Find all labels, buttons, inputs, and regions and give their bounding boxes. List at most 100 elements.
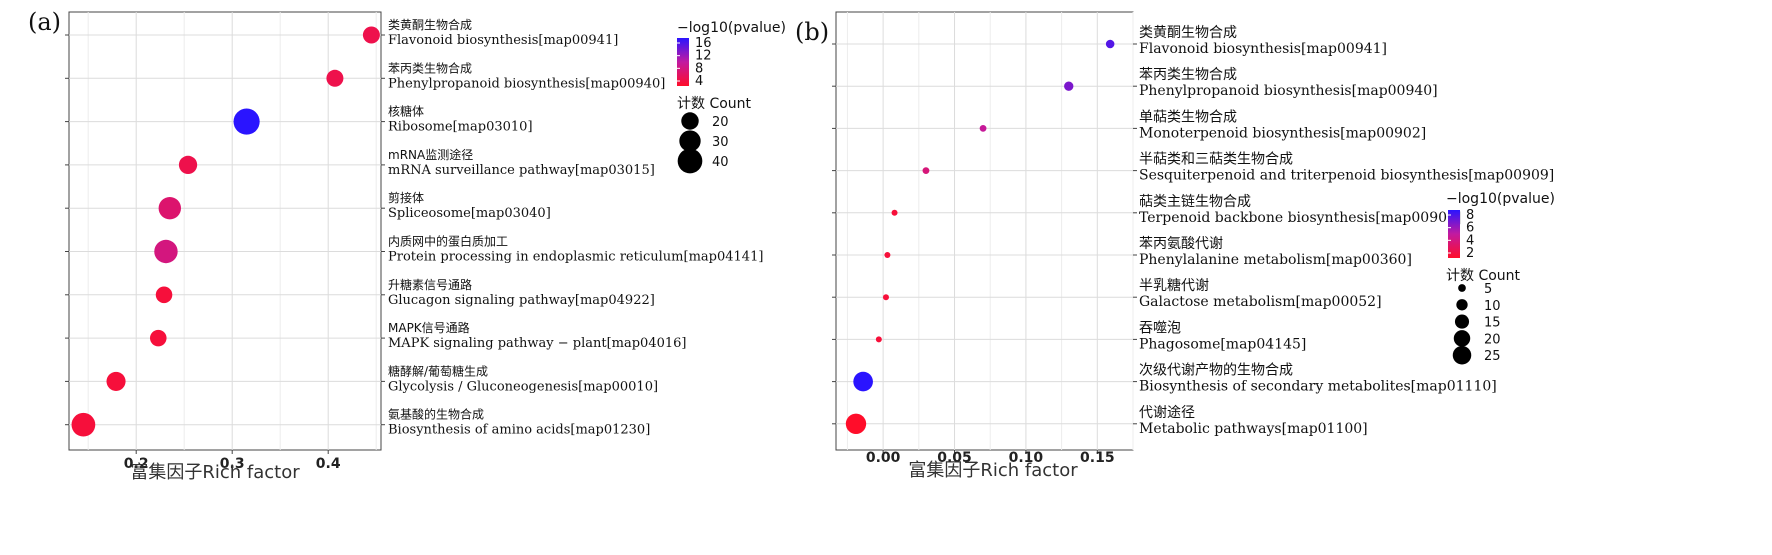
category-label-en: Galactose metabolism[map00052] <box>1139 294 1382 310</box>
panel-a: (a) 0.2 0.3 0.4 富集因子Rich factor 类黄酮生物合成Flavon… <box>28 8 786 483</box>
data-point <box>150 329 167 347</box>
size-legend-dot <box>1458 284 1466 292</box>
size-legend-dot <box>1453 330 1471 347</box>
data-point <box>106 371 126 391</box>
color-legend-tick-label: 4 <box>1466 233 1474 248</box>
x-tick-label: 0.4 <box>316 456 341 472</box>
color-legend-tick-label: 6 <box>1466 221 1474 236</box>
plot-area <box>835 11 1134 451</box>
data-point <box>158 196 182 220</box>
data-point <box>178 155 198 175</box>
size-legend-title: 计数 Count <box>1446 268 1521 284</box>
category-label-en: Glycolysis / Gluconeogenesis[map00010] <box>388 379 658 394</box>
category-label-cn: 类黄酮生物合成 <box>1139 24 1237 41</box>
color-legend-bar <box>1448 210 1460 258</box>
data-point <box>1105 39 1115 49</box>
size-legend-dot <box>681 112 699 130</box>
data-point <box>875 336 882 343</box>
category-label-en: Glucagon signaling pathway[map04922] <box>388 293 655 308</box>
category-label-cn: 单萜类生物合成 <box>1139 109 1237 125</box>
category-label-cn: 半萜类和三萜类生物合成 <box>1139 152 1293 168</box>
data-point <box>155 286 173 304</box>
size-legend-label: 20 <box>1484 332 1501 347</box>
category-label-en: Metabolic pathways[map01100] <box>1139 421 1368 437</box>
data-point <box>362 26 380 44</box>
category-label-cn: 剪接体 <box>388 190 424 205</box>
category-label-cn: 氨基酸的生物合成 <box>388 407 484 422</box>
category-label-cn: 苯丙类生物合成 <box>1139 66 1237 83</box>
data-point <box>891 209 898 216</box>
size-legend-label: 40 <box>712 155 729 170</box>
size-legend-label: 10 <box>1484 299 1501 314</box>
color-legend-tick-label: 8 <box>695 61 703 76</box>
color-legend-tick-label: 12 <box>695 49 712 64</box>
data-point <box>1064 81 1074 91</box>
panel-label: (b) <box>795 18 829 46</box>
size-legend-dot <box>679 130 701 152</box>
data-point <box>845 413 867 434</box>
data-point <box>71 412 96 437</box>
category-label-en: Terpenoid backbone biosynthesis[map00900… <box>1139 210 1461 226</box>
category-label-en: Flavonoid biosynthesis[map00941] <box>1139 41 1387 57</box>
category-label-cn: 半乳糖代谢 <box>1139 278 1209 294</box>
category-label-en: Sesquiterpenoid and triterpenoid biosynt… <box>1139 168 1554 184</box>
category-label-cn: 萜类主链生物合成 <box>1139 194 1251 210</box>
color-legend-tick-label: 8 <box>1466 208 1474 223</box>
category-label-cn: MAPK信号通路 <box>388 320 470 335</box>
category-label-en: mRNA surveillance pathway[map03015] <box>388 163 655 178</box>
category-label-en: Protein processing in endoplasmic reticu… <box>388 250 763 265</box>
data-point <box>154 239 178 264</box>
data-point <box>233 108 260 135</box>
color-legend-title: −log10(pvalue) <box>1446 191 1555 207</box>
color-legend-title: −log10(pvalue) <box>677 20 786 36</box>
size-legend-dot <box>1452 345 1472 365</box>
x-tick-label: 0.05 <box>937 450 972 466</box>
data-point <box>326 69 344 87</box>
color-legend-bar <box>677 38 689 86</box>
category-label-en: Ribosome[map03010] <box>388 120 533 135</box>
data-point <box>979 124 987 132</box>
category-label-en: Phagosome[map04145] <box>1139 336 1306 352</box>
category-label-en: Phenylpropanoid biosynthesis[map00940] <box>1139 83 1438 99</box>
size-legend-label: 30 <box>712 135 729 150</box>
x-tick-label: 0.10 <box>1009 450 1044 466</box>
x-axis-label: 富集因子Rich factor <box>908 460 1078 481</box>
category-label-en: Biosynthesis of amino acids[map01230] <box>388 423 650 438</box>
category-label-en: Biosynthesis of secondary metabolites[ma… <box>1139 379 1497 395</box>
x-tick-label: 0.3 <box>220 456 245 472</box>
category-label-cn: 核糖体 <box>388 104 424 119</box>
category-label-cn: 升糖素信号通路 <box>388 277 472 292</box>
size-legend-label: 5 <box>1484 282 1492 297</box>
size-legend-label: 25 <box>1484 349 1501 364</box>
color-legend-tick-label: 4 <box>695 74 703 89</box>
category-label-en: Phenylalanine metabolism[map00360] <box>1139 252 1412 268</box>
x-tick-label: 0.00 <box>866 450 901 466</box>
category-label-cn: 苯丙氨酸代谢 <box>1139 235 1223 252</box>
x-axis-label: 富集因子Rich factor <box>130 462 300 483</box>
category-label-cn: 内质网中的蛋白质加工 <box>388 234 508 249</box>
data-point <box>884 252 891 258</box>
x-tick-label: 0.2 <box>124 456 149 472</box>
category-label-cn: 糖酵解/葡萄糖生成 <box>388 363 488 378</box>
x-tick-label: 0.15 <box>1080 450 1115 466</box>
color-legend-tick-label: 16 <box>695 36 712 51</box>
category-label-cn: 代谢途径 <box>1139 404 1195 421</box>
category-label-cn: 吞噬泡 <box>1139 320 1181 336</box>
size-legend-dot <box>1454 314 1470 329</box>
category-label-cn: 苯丙类生物合成 <box>388 60 472 75</box>
size-legend-dot <box>1456 299 1468 311</box>
panel-label: (a) <box>28 8 61 36</box>
data-point <box>922 167 930 175</box>
category-label-en: Spliceosome[map03040] <box>388 206 551 221</box>
size-legend-dot <box>677 148 703 174</box>
category-label-en: Flavonoid biosynthesis[map00941] <box>388 33 618 48</box>
data-point <box>853 371 873 392</box>
category-label-cn: 次级代谢产物的生物合成 <box>1139 363 1293 379</box>
category-label-en: MAPK signaling pathway − plant[map04016] <box>388 336 686 351</box>
category-label-en: Phenylpropanoid biosynthesis[map00940] <box>388 76 665 91</box>
size-legend-label: 20 <box>712 115 729 130</box>
size-legend-label: 15 <box>1484 316 1501 331</box>
color-legend-tick-label: 2 <box>1466 246 1474 261</box>
